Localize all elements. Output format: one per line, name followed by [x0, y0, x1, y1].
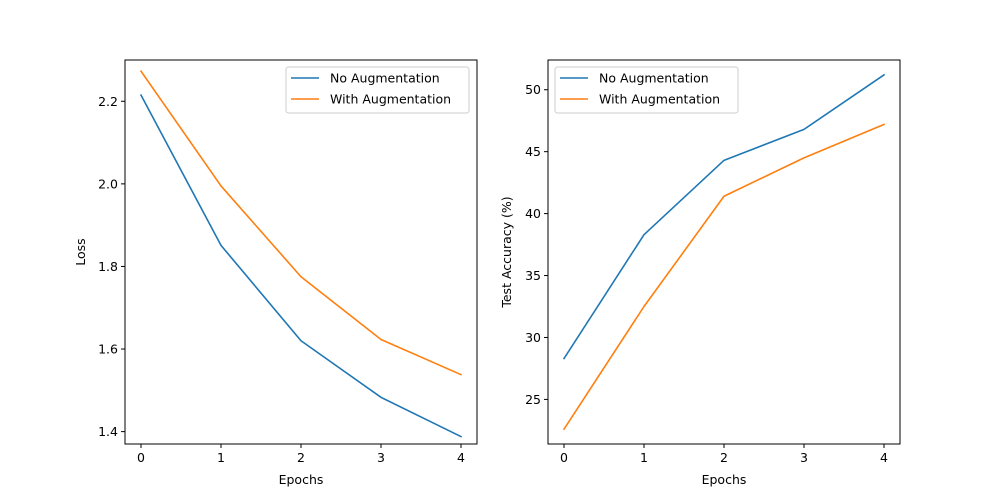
- y-tick-label: 2.2: [98, 94, 118, 109]
- y-tick-label: 30: [525, 330, 541, 345]
- x-tick-label: 3: [800, 450, 808, 465]
- x-axis-label: Epochs: [702, 472, 747, 487]
- y-axis-label: Loss: [73, 238, 88, 265]
- legend: No Augmentation With Augmentation: [554, 66, 739, 114]
- y-tick-label: 1.4: [98, 424, 118, 439]
- x-tick-label: 1: [640, 450, 648, 465]
- y-tick-label: 45: [525, 144, 541, 159]
- series-line-1: [562, 123, 886, 431]
- y-tick-label: 50: [525, 82, 541, 97]
- legend-label: With Augmentation: [330, 92, 451, 107]
- legend-label: No Augmentation: [599, 71, 709, 86]
- x-tick-label: 2: [720, 450, 728, 465]
- legend-label: No Augmentation: [330, 71, 440, 86]
- axes-frame: [124, 59, 478, 445]
- x-tick-label: 3: [377, 450, 385, 465]
- x-tick-label: 0: [560, 450, 568, 465]
- y-axis-label: Test Accuracy (%): [499, 196, 514, 308]
- x-tick-label: 1: [217, 450, 225, 465]
- series-line-0: [562, 73, 886, 360]
- axes-frame: [547, 59, 901, 445]
- x-tick-label: 0: [137, 450, 145, 465]
- y-tick-label: 25: [525, 392, 541, 407]
- x-tick-label: 2: [297, 450, 305, 465]
- y-tick-label: 1.6: [98, 342, 118, 357]
- loss-chart: 0 1 2 3 4 1.4 1.6 1.8 2.0 2.2 Epochs Loss No Augment…: [73, 59, 478, 487]
- legend-box: [285, 66, 470, 114]
- x-tick-label: 4: [880, 450, 888, 465]
- y-tick-label: 2.0: [98, 176, 118, 191]
- legend: No Augmentation With Augmentation: [285, 66, 470, 114]
- legend-label: With Augmentation: [599, 92, 720, 107]
- x-tick-label: 4: [457, 450, 465, 465]
- x-axis-label: Epochs: [279, 472, 324, 487]
- legend-box: [554, 66, 739, 114]
- y-tick-label: 40: [525, 206, 541, 221]
- series-line-0: [139, 94, 463, 438]
- y-tick-label: 1.8: [98, 259, 118, 274]
- series-line-1: [139, 70, 463, 376]
- y-tick-label: 35: [525, 268, 541, 283]
- accuracy-chart: 0 1 2 3 4 25 30 35 40 45 50 Epochs Test Accuracy (%)…: [499, 59, 901, 487]
